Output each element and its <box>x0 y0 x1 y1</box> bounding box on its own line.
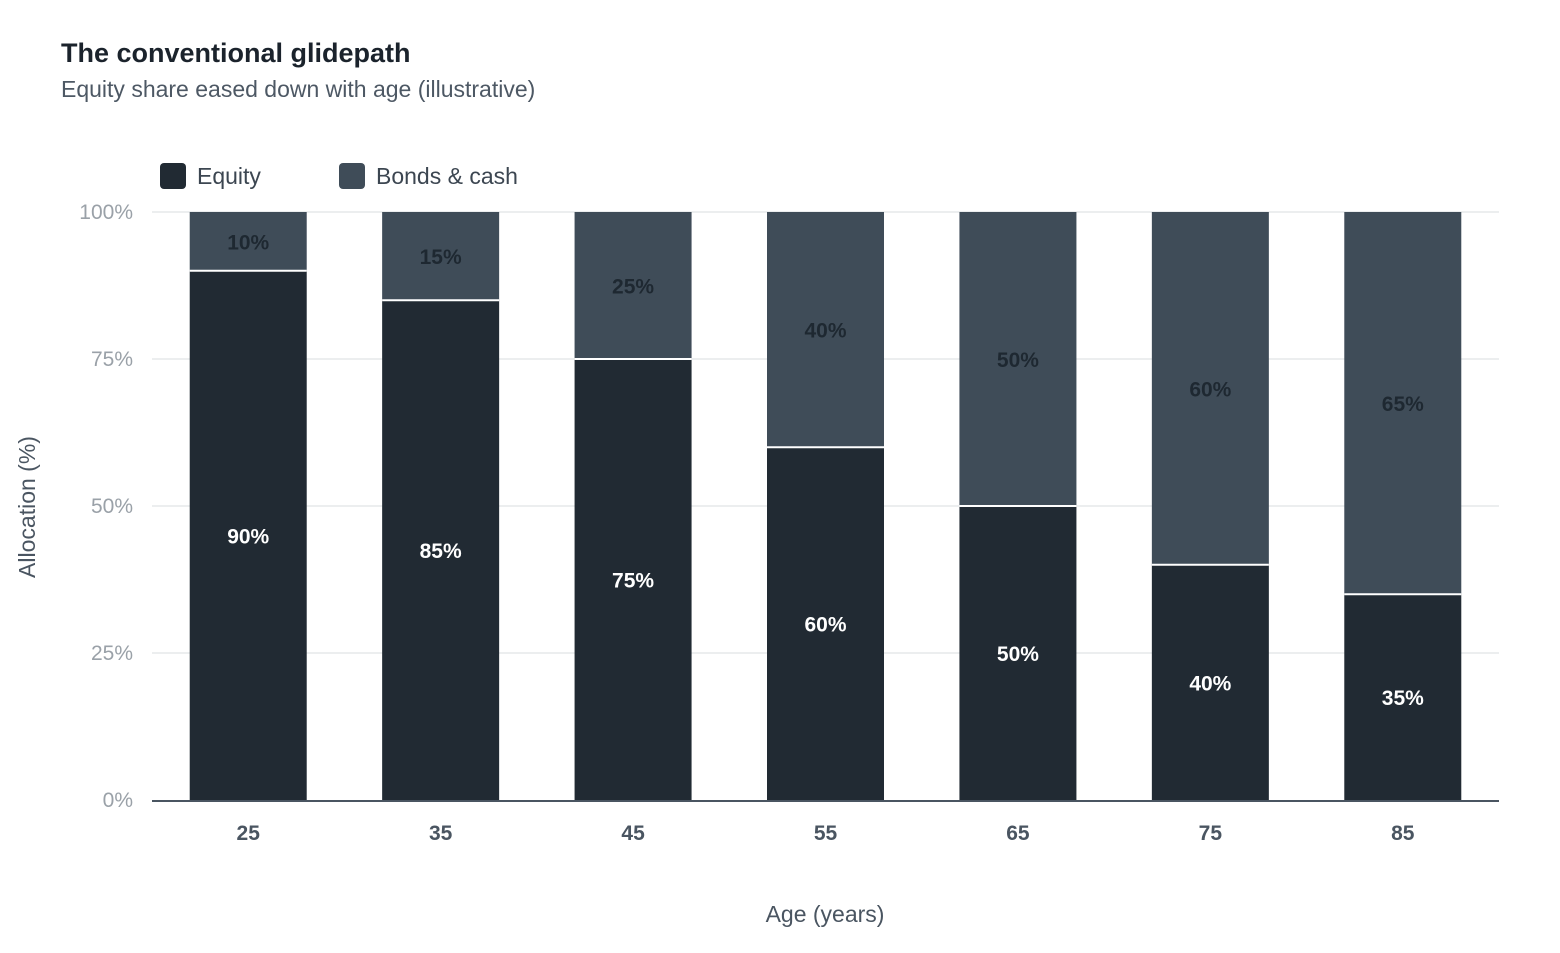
data-label-bonds-cash-65: 50% <box>997 349 1039 372</box>
data-label-equity-35: 85% <box>420 540 462 563</box>
bar-equity-65 <box>959 506 1077 800</box>
x-tick-label-45: 45 <box>621 822 645 845</box>
x-tick-label-85: 85 <box>1391 822 1415 845</box>
data-label-equity-25: 90% <box>227 525 269 548</box>
data-label-bonds-cash-25: 10% <box>227 231 269 254</box>
x-tick-label-75: 75 <box>1199 822 1223 845</box>
legend-label-bonds-cash: Bonds & cash <box>376 163 518 189</box>
y-tick-label-100: 100% <box>79 201 133 224</box>
bar-bonds-cash-55 <box>767 212 884 448</box>
legend-swatch-equity <box>160 163 186 189</box>
data-label-equity-65: 50% <box>997 643 1039 666</box>
bar-equity-35 <box>382 300 500 800</box>
bar-bonds-cash-45 <box>574 212 692 359</box>
data-label-equity-45: 75% <box>612 570 654 593</box>
data-label-equity-85: 35% <box>1382 687 1424 710</box>
y-tick-label-25: 25% <box>91 642 133 665</box>
axes: 0% 25% 50% 75% 100% 25 35 45 55 65 75 85 <box>79 201 1499 845</box>
bar-bonds-cash-85 <box>1344 212 1462 595</box>
bar-bonds-cash-75 <box>1151 212 1269 565</box>
y-axis-title: Allocation (%) <box>14 436 40 578</box>
bar-equity-55 <box>767 447 884 800</box>
data-label-bonds-cash-35: 15% <box>420 246 462 269</box>
y-tick-label-50: 50% <box>91 495 133 518</box>
data-label-bonds-cash-75: 60% <box>1189 378 1231 401</box>
legend: Equity Bonds & cash <box>160 163 518 189</box>
x-axis-title: Age (years) <box>766 901 885 927</box>
data-labels: 90% 10% 85% 15% 75% 25% 60% 40% 50% 50% 40% 60% 35% 6… <box>227 231 1424 710</box>
bar-equity-25 <box>189 270 307 800</box>
y-tick-label-75: 75% <box>91 348 133 371</box>
chart-subtitle: Equity share eased down with age (illust… <box>61 76 536 102</box>
legend-label-equity: Equity <box>197 163 261 189</box>
bar-bonds-cash-25 <box>189 212 307 271</box>
bars <box>189 212 1462 800</box>
bar-bonds-cash-35 <box>382 212 500 301</box>
chart-title: The conventional glidepath <box>61 38 411 68</box>
x-tick-label-25: 25 <box>237 822 261 845</box>
bar-bonds-cash-65 <box>959 212 1077 506</box>
bar-equity-85 <box>1344 594 1462 800</box>
x-tick-label-55: 55 <box>814 822 838 845</box>
data-label-bonds-cash-55: 40% <box>804 320 846 343</box>
y-tick-label-0: 0% <box>103 789 133 812</box>
data-label-bonds-cash-85: 65% <box>1382 393 1424 416</box>
bar-equity-45 <box>574 359 692 800</box>
x-tick-label-35: 35 <box>429 822 453 845</box>
legend-swatch-bonds-cash <box>339 163 365 189</box>
bar-equity-75 <box>1151 564 1269 800</box>
data-label-equity-55: 60% <box>804 614 846 637</box>
data-label-equity-75: 40% <box>1189 672 1231 695</box>
x-tick-label-65: 65 <box>1006 822 1030 845</box>
data-label-bonds-cash-45: 25% <box>612 276 654 299</box>
